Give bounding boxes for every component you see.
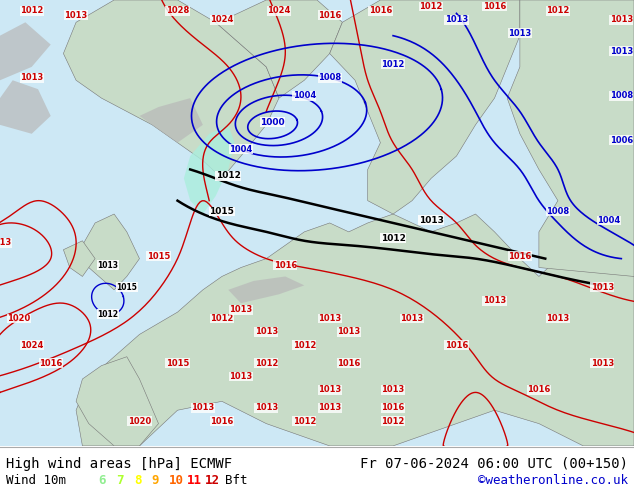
Text: 1013: 1013 bbox=[65, 11, 87, 20]
Text: 1013: 1013 bbox=[230, 372, 252, 381]
Text: 1016: 1016 bbox=[483, 2, 506, 11]
Text: 1013: 1013 bbox=[191, 403, 214, 412]
Text: High wind areas [hPa] ECMWF: High wind areas [hPa] ECMWF bbox=[6, 457, 233, 471]
Text: 1013: 1013 bbox=[20, 74, 43, 82]
Text: 1012: 1012 bbox=[547, 6, 569, 15]
Text: 1013: 1013 bbox=[483, 296, 506, 305]
Text: 1000: 1000 bbox=[261, 118, 285, 127]
Text: 1013: 1013 bbox=[255, 327, 278, 337]
Text: 1013: 1013 bbox=[610, 47, 633, 55]
Text: 1013: 1013 bbox=[445, 15, 468, 24]
Text: 1013: 1013 bbox=[610, 15, 633, 24]
Text: 1013: 1013 bbox=[255, 403, 278, 412]
Text: 1013: 1013 bbox=[318, 386, 341, 394]
Polygon shape bbox=[139, 98, 203, 143]
Text: 1008: 1008 bbox=[610, 91, 633, 100]
Text: 6: 6 bbox=[98, 474, 106, 487]
Text: 1008: 1008 bbox=[547, 207, 569, 216]
Text: 1016: 1016 bbox=[39, 359, 62, 368]
Text: 1013: 1013 bbox=[318, 314, 341, 323]
Text: 1013: 1013 bbox=[418, 216, 444, 225]
Polygon shape bbox=[330, 0, 520, 214]
Text: 1013: 1013 bbox=[401, 314, 424, 323]
Polygon shape bbox=[76, 214, 634, 446]
Text: 1015: 1015 bbox=[117, 283, 137, 292]
Text: 1016: 1016 bbox=[337, 359, 360, 368]
Text: 1016: 1016 bbox=[445, 341, 468, 350]
Polygon shape bbox=[76, 357, 158, 446]
Text: 1016: 1016 bbox=[369, 6, 392, 15]
Text: 1013: 1013 bbox=[382, 386, 404, 394]
Text: 11: 11 bbox=[187, 474, 202, 487]
Text: 1013: 1013 bbox=[97, 261, 119, 270]
Text: 1015: 1015 bbox=[166, 359, 189, 368]
Text: 1004: 1004 bbox=[597, 216, 620, 225]
Text: 1016: 1016 bbox=[527, 386, 550, 394]
Polygon shape bbox=[507, 0, 634, 276]
Text: 1013: 1013 bbox=[230, 305, 252, 314]
Polygon shape bbox=[184, 125, 235, 214]
Text: Wind 10m: Wind 10m bbox=[6, 474, 67, 487]
Text: 1013: 1013 bbox=[508, 29, 531, 38]
Text: 1016: 1016 bbox=[210, 416, 233, 426]
Polygon shape bbox=[0, 22, 51, 80]
Text: 1024: 1024 bbox=[210, 15, 233, 24]
Text: 1013: 1013 bbox=[591, 359, 614, 368]
Text: 9: 9 bbox=[152, 474, 159, 487]
Text: 1012: 1012 bbox=[97, 310, 119, 318]
Polygon shape bbox=[82, 214, 139, 290]
Text: 1013: 1013 bbox=[0, 238, 11, 247]
Text: 1015: 1015 bbox=[147, 252, 170, 261]
Polygon shape bbox=[216, 0, 342, 98]
Text: 1024: 1024 bbox=[268, 6, 290, 15]
Polygon shape bbox=[63, 0, 279, 178]
Text: 1012: 1012 bbox=[382, 60, 404, 69]
Text: 1012: 1012 bbox=[293, 341, 316, 350]
Text: 1016: 1016 bbox=[508, 252, 531, 261]
Polygon shape bbox=[0, 0, 634, 446]
Text: 10: 10 bbox=[169, 474, 184, 487]
Text: 1028: 1028 bbox=[166, 6, 189, 15]
Text: 12: 12 bbox=[205, 474, 220, 487]
Text: 1013: 1013 bbox=[337, 327, 360, 337]
Text: 1004: 1004 bbox=[230, 145, 252, 153]
Polygon shape bbox=[63, 241, 95, 276]
Text: 1004: 1004 bbox=[293, 91, 316, 100]
Text: 1008: 1008 bbox=[318, 74, 341, 82]
Text: 8: 8 bbox=[134, 474, 141, 487]
Text: 1012: 1012 bbox=[210, 314, 233, 323]
Text: 1013: 1013 bbox=[591, 283, 614, 292]
Text: 1020: 1020 bbox=[128, 416, 151, 426]
Text: 1012: 1012 bbox=[380, 234, 406, 243]
Text: 1012: 1012 bbox=[293, 416, 316, 426]
Text: 1024: 1024 bbox=[20, 341, 43, 350]
Text: 1015: 1015 bbox=[209, 207, 235, 216]
Text: 1006: 1006 bbox=[610, 136, 633, 145]
Polygon shape bbox=[0, 80, 51, 134]
Text: Bft: Bft bbox=[225, 474, 247, 487]
Text: 1013: 1013 bbox=[318, 403, 341, 412]
Text: 7: 7 bbox=[116, 474, 124, 487]
Text: 1016: 1016 bbox=[382, 403, 404, 412]
Text: 1020: 1020 bbox=[8, 314, 30, 323]
Text: 1016: 1016 bbox=[274, 261, 297, 270]
Text: 1012: 1012 bbox=[382, 416, 404, 426]
Polygon shape bbox=[228, 276, 304, 303]
Text: 1012: 1012 bbox=[20, 6, 43, 15]
Text: 1012: 1012 bbox=[216, 172, 241, 180]
Text: 1016: 1016 bbox=[318, 11, 341, 20]
Text: 1012: 1012 bbox=[420, 2, 443, 11]
Text: Fr 07-06-2024 06:00 UTC (00+150): Fr 07-06-2024 06:00 UTC (00+150) bbox=[359, 457, 628, 471]
Text: 1012: 1012 bbox=[255, 359, 278, 368]
Text: 1013: 1013 bbox=[547, 314, 569, 323]
Text: ©weatheronline.co.uk: ©weatheronline.co.uk bbox=[477, 474, 628, 487]
